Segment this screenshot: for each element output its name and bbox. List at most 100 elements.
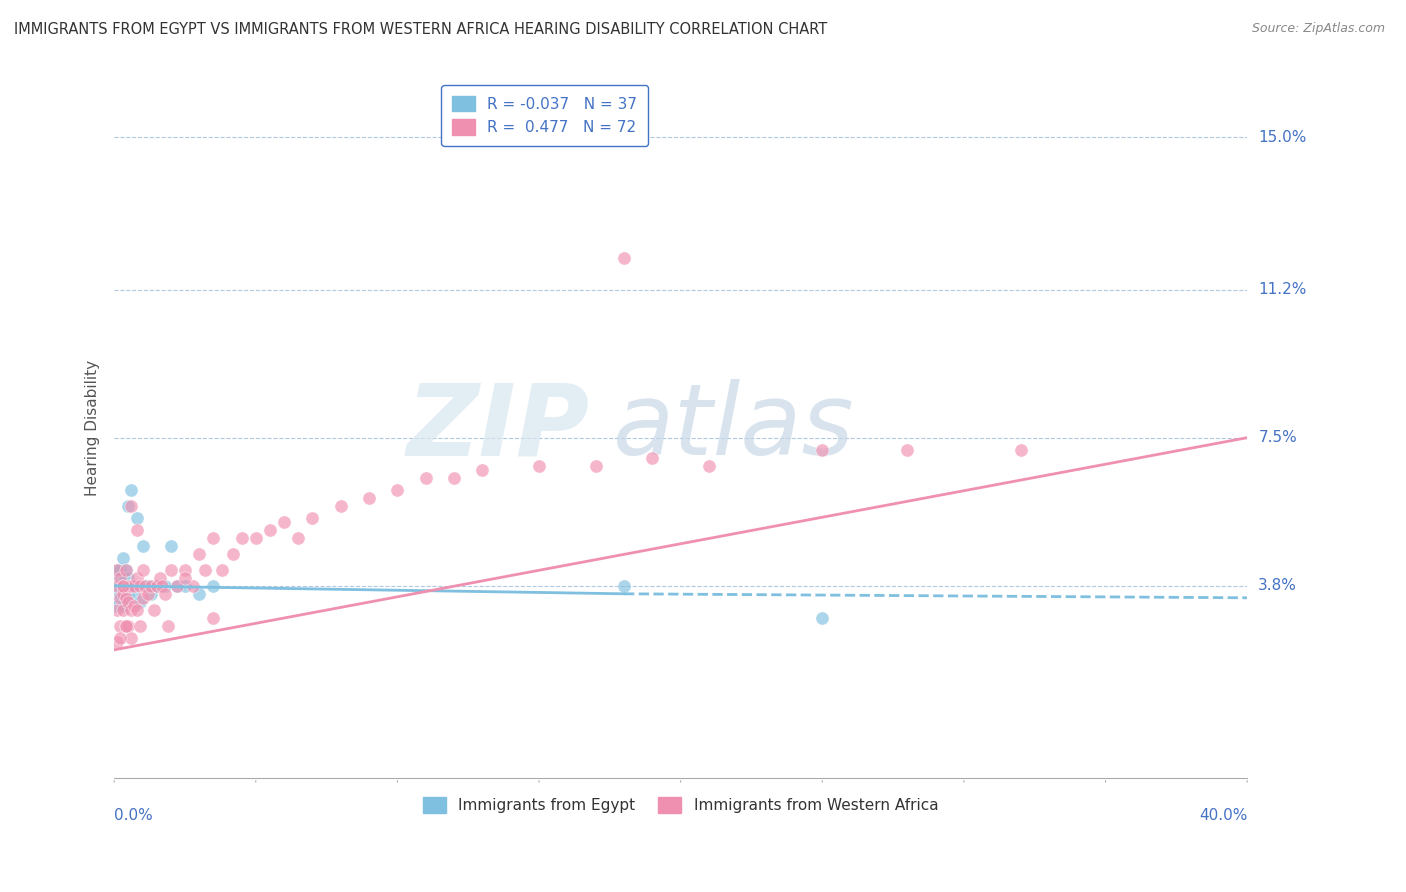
Point: [145, 579, 167, 593]
Point: [245, 531, 267, 545]
Point: [125, 510, 148, 524]
Point: [166, 579, 188, 593]
Point: [111, 579, 134, 593]
Point: [194, 563, 217, 577]
Point: [105, 579, 128, 593]
Point: [585, 458, 607, 473]
Point: [166, 579, 188, 593]
Point: [527, 458, 550, 473]
Point: [117, 619, 139, 633]
Point: [125, 603, 148, 617]
Point: [111, 579, 134, 593]
Text: IMMIGRANTS FROM EGYPT VS IMMIGRANTS FROM WESTERN AFRICA HEARING DISABILITY CORRE: IMMIGRANTS FROM EGYPT VS IMMIGRANTS FROM…: [14, 22, 827, 37]
Point: [111, 579, 134, 593]
Point: [148, 571, 170, 585]
Point: [231, 531, 253, 545]
Point: [211, 563, 233, 577]
Point: [613, 579, 636, 593]
Point: [117, 579, 139, 593]
Point: [1010, 442, 1032, 457]
Point: [697, 458, 720, 473]
Point: [114, 619, 136, 633]
Legend: Immigrants from Egypt, Immigrants from Western Africa: Immigrants from Egypt, Immigrants from W…: [418, 791, 945, 820]
Point: [188, 587, 211, 601]
Point: [122, 579, 145, 593]
Point: [202, 531, 225, 545]
Point: [105, 635, 128, 649]
Point: [125, 571, 148, 585]
Point: [142, 603, 165, 617]
Point: [136, 579, 159, 593]
Point: [174, 563, 197, 577]
Point: [105, 579, 128, 593]
Point: [387, 483, 409, 497]
Point: [122, 579, 145, 593]
Point: [120, 603, 142, 617]
Point: [105, 591, 128, 605]
Point: [613, 251, 636, 265]
Point: [183, 579, 205, 593]
Text: 11.2%: 11.2%: [1258, 282, 1306, 297]
Point: [120, 579, 142, 593]
Text: 15.0%: 15.0%: [1258, 130, 1306, 145]
Point: [301, 510, 323, 524]
Point: [114, 591, 136, 605]
Point: [259, 523, 281, 537]
Point: [359, 491, 381, 505]
Point: [122, 599, 145, 613]
Point: [114, 619, 136, 633]
Text: 3.8%: 3.8%: [1258, 578, 1298, 593]
Point: [131, 539, 153, 553]
Point: [160, 539, 183, 553]
Point: [105, 563, 128, 577]
Point: [329, 499, 352, 513]
Point: [139, 587, 162, 601]
Point: [202, 611, 225, 625]
Point: [188, 547, 211, 561]
Point: [415, 471, 437, 485]
Point: [222, 547, 245, 561]
Point: [117, 499, 139, 513]
Point: [108, 571, 131, 585]
Point: [122, 587, 145, 601]
Point: [128, 595, 150, 609]
Point: [139, 579, 162, 593]
Point: [273, 515, 295, 529]
Point: [108, 579, 131, 593]
Point: [111, 603, 134, 617]
Point: [120, 631, 142, 645]
Point: [641, 450, 664, 465]
Point: [117, 587, 139, 601]
Point: [131, 563, 153, 577]
Point: [117, 571, 139, 585]
Point: [108, 571, 131, 585]
Point: [134, 579, 156, 593]
Point: [128, 619, 150, 633]
Point: [125, 523, 148, 537]
Point: [120, 483, 142, 497]
Text: ZIP: ZIP: [406, 379, 591, 476]
Point: [811, 442, 834, 457]
Point: [105, 599, 128, 613]
Point: [153, 587, 176, 601]
Point: [105, 603, 128, 617]
Point: [156, 619, 179, 633]
Text: atlas: atlas: [613, 379, 855, 476]
Point: [150, 579, 173, 593]
Point: [145, 579, 167, 593]
Point: [105, 563, 128, 577]
Text: 40.0%: 40.0%: [1199, 808, 1247, 823]
Point: [128, 579, 150, 593]
Point: [160, 563, 183, 577]
Point: [287, 531, 309, 545]
Point: [131, 591, 153, 605]
Point: [117, 595, 139, 609]
Text: Source: ZipAtlas.com: Source: ZipAtlas.com: [1251, 22, 1385, 36]
Text: 0.0%: 0.0%: [114, 808, 153, 823]
Point: [114, 591, 136, 605]
Point: [108, 591, 131, 605]
Y-axis label: Hearing Disability: Hearing Disability: [86, 359, 100, 496]
Point: [108, 619, 131, 633]
Point: [111, 550, 134, 565]
Point: [174, 571, 197, 585]
